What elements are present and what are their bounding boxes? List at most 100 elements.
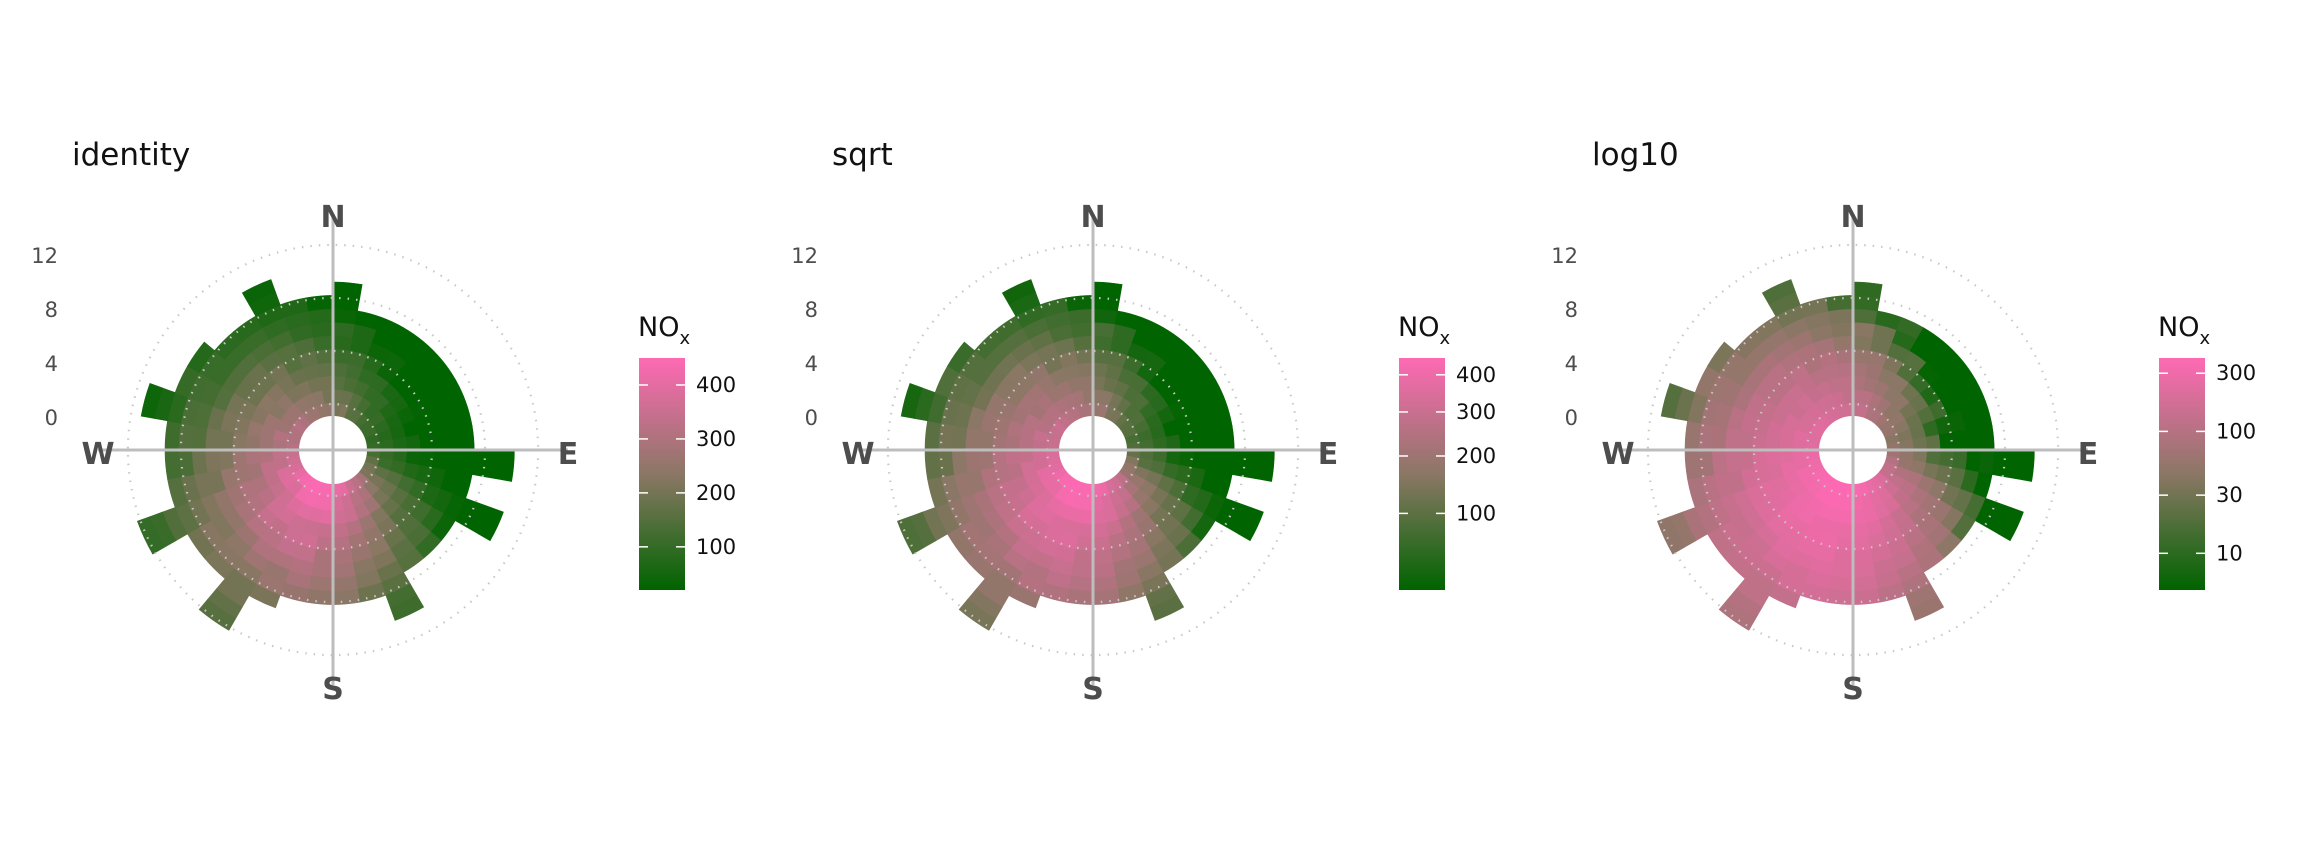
polar-cell bbox=[231, 449, 248, 468]
legend: NOx 100 200 300 400 bbox=[638, 312, 736, 590]
legend-tick-label: 100 bbox=[696, 535, 736, 559]
radial-tick-label: 0 bbox=[45, 406, 58, 430]
polar-cell bbox=[1852, 588, 1881, 605]
panel-sqrt: sqrt N E S W 12 8 4 0 NOx 100 200 300 400 bbox=[791, 137, 1496, 707]
polar-cell bbox=[1231, 449, 1248, 478]
polar-cell bbox=[1698, 422, 1715, 451]
polar-cell bbox=[1830, 321, 1854, 338]
radial-tick-label: 0 bbox=[1565, 406, 1578, 430]
radial-tick-label: 4 bbox=[805, 352, 818, 376]
polar-cell bbox=[332, 335, 354, 351]
polar-cell bbox=[332, 575, 358, 592]
polar-cell bbox=[204, 427, 221, 451]
legend-ticks: 100 200 300 400 bbox=[639, 373, 736, 559]
panel-title: sqrt bbox=[832, 137, 893, 173]
polar-cell bbox=[1684, 449, 1702, 480]
polar-cell bbox=[312, 335, 334, 351]
polar-cell bbox=[1830, 562, 1854, 579]
polar-cell bbox=[1092, 321, 1116, 338]
polar-cell bbox=[1991, 449, 2008, 478]
polar-cell bbox=[1092, 562, 1116, 579]
polar-cell bbox=[1092, 549, 1114, 565]
polar-cell bbox=[1765, 449, 1781, 466]
polar-cell bbox=[964, 427, 981, 451]
radial-tick-label: 8 bbox=[805, 298, 818, 322]
polar-cell bbox=[1852, 562, 1876, 579]
polar-cell bbox=[1072, 549, 1094, 565]
compass-west: W bbox=[81, 437, 114, 472]
polar-cell bbox=[310, 562, 334, 579]
polar-cell bbox=[1218, 425, 1235, 451]
legend-tick-label: 300 bbox=[696, 427, 736, 451]
compass-south: S bbox=[1082, 672, 1104, 707]
polar-cell bbox=[191, 425, 208, 451]
polar-cell bbox=[445, 427, 462, 451]
radial-tick-label: 0 bbox=[805, 406, 818, 430]
polar-cells bbox=[1656, 279, 2035, 631]
legend-tick-label: 400 bbox=[696, 373, 736, 397]
polar-cell bbox=[478, 507, 504, 542]
polar-cell bbox=[1079, 375, 1094, 391]
polar-cell bbox=[1724, 449, 1741, 473]
polar-cell bbox=[1218, 449, 1235, 475]
compass-west: W bbox=[1601, 437, 1634, 472]
polar-cell bbox=[1751, 432, 1768, 451]
polar-cell bbox=[432, 449, 448, 471]
polar-cell bbox=[178, 449, 195, 478]
polar-cell bbox=[332, 549, 354, 565]
polar-cell bbox=[258, 449, 274, 464]
compass-west: W bbox=[841, 437, 874, 472]
compass-south: S bbox=[1842, 672, 1864, 707]
polar-cell bbox=[1852, 522, 1869, 538]
polar-cell bbox=[164, 420, 182, 451]
polar-cell bbox=[218, 429, 234, 451]
legend: NOx 10 30 100 300 bbox=[2158, 312, 2256, 590]
polar-cell bbox=[317, 522, 334, 538]
polar-cells bbox=[136, 279, 515, 631]
polar-cell bbox=[187, 341, 215, 374]
polar-cell bbox=[1656, 516, 1685, 555]
polar-cell bbox=[1258, 449, 1275, 482]
panel-log10: log10 N E S W 12 8 4 0 NOx 10 30 100 300 bbox=[1551, 137, 2256, 707]
polar-cell bbox=[1092, 575, 1118, 592]
polar-cell bbox=[1852, 308, 1878, 325]
radial-tick-label: 12 bbox=[791, 244, 818, 268]
polar-cell bbox=[498, 449, 515, 482]
polar-cell bbox=[1070, 321, 1094, 338]
legend-colorbar bbox=[639, 358, 685, 590]
polar-cell bbox=[1825, 295, 1854, 312]
radial-tick-label: 4 bbox=[45, 352, 58, 376]
polar-cell bbox=[1828, 308, 1854, 325]
polar-cell bbox=[1828, 575, 1854, 592]
polar-cell bbox=[308, 308, 334, 325]
polar-cell bbox=[978, 449, 994, 471]
polar-cell bbox=[1092, 588, 1121, 605]
polar-cell bbox=[1092, 295, 1121, 312]
legend-tick-label: 200 bbox=[1456, 444, 1496, 468]
legend-title: NOx bbox=[638, 312, 690, 349]
polar-cell bbox=[317, 362, 334, 378]
polar-cell bbox=[951, 425, 968, 451]
polar-cell bbox=[332, 321, 356, 338]
polar-cell bbox=[1092, 535, 1111, 552]
polar-cell bbox=[1952, 449, 1968, 471]
polar-cell bbox=[1718, 598, 1757, 631]
polar-cell bbox=[1077, 362, 1094, 378]
polar-cell bbox=[924, 420, 942, 451]
polar-cell bbox=[958, 598, 997, 631]
polar-cell bbox=[900, 382, 923, 419]
polar-cell bbox=[471, 449, 488, 478]
polar-cell bbox=[245, 449, 261, 466]
polar-cell bbox=[308, 575, 334, 592]
polar-cell bbox=[1077, 522, 1094, 538]
polar-cell bbox=[1852, 335, 1874, 351]
polar-cell bbox=[1825, 588, 1854, 605]
polar-cell bbox=[1192, 449, 1208, 471]
polar-cell bbox=[1998, 507, 2024, 542]
polar-cell bbox=[1912, 436, 1928, 451]
polar-cell bbox=[332, 281, 363, 299]
polar-cell bbox=[991, 432, 1008, 451]
polar-cell bbox=[1205, 449, 1222, 473]
polar-cell bbox=[1244, 449, 1262, 480]
